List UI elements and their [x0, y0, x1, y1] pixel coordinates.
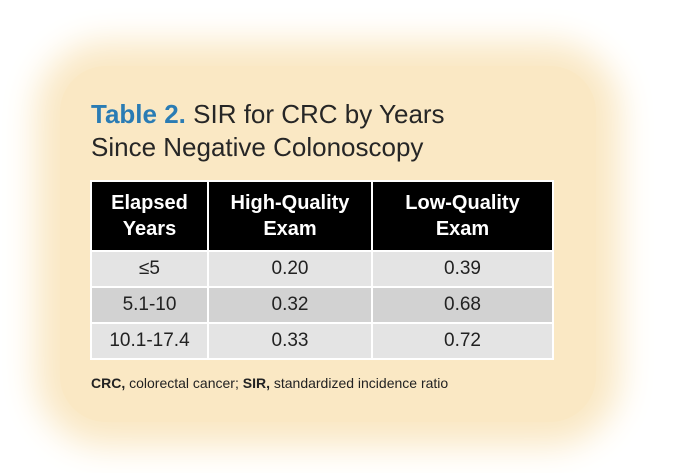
cell-years: 10.1-17.4 [90, 322, 209, 360]
table-row: ≤5 0.20 0.39 [90, 250, 554, 288]
table-row: 5.1-10 0.32 0.68 [90, 286, 554, 324]
header-line: Years [122, 218, 177, 240]
header-high-quality-exam: High-Quality Exam [207, 180, 373, 252]
cell-high-quality: 0.32 [207, 286, 373, 324]
header-low-quality-exam: Low-Quality Exam [371, 180, 554, 252]
table-number: Table 2. [91, 99, 186, 129]
cell-high-quality: 0.33 [207, 322, 373, 360]
cell-low-quality: 0.68 [371, 286, 554, 324]
title-line-2: Since Negative Colonoscopy [91, 132, 424, 162]
header-line: Exam [435, 218, 490, 240]
header-line: Elapsed [111, 192, 188, 214]
table-footnote: CRC, colorectal cancer; SIR, standardize… [91, 375, 448, 391]
table-title: Table 2. SIR for CRC by Years Since Nega… [91, 98, 551, 164]
header-line: Exam [263, 218, 317, 240]
header-line: High-Quality [230, 192, 350, 214]
sir-table: Elapsed Years High-Quality Exam Low-Qual… [90, 180, 554, 360]
header-elapsed-years: Elapsed Years [90, 180, 209, 252]
cell-low-quality: 0.72 [371, 322, 554, 360]
header-line: Low-Quality [405, 192, 520, 214]
footnote-def-crc: colorectal cancer; [129, 375, 239, 391]
header-row: Elapsed Years High-Quality Exam Low-Qual… [90, 180, 554, 252]
title-line-1: SIR for CRC by Years [193, 99, 445, 129]
footnote-abbr-sir: SIR, [242, 375, 270, 391]
table-row: 10.1-17.4 0.33 0.72 [90, 322, 554, 360]
cell-years: ≤5 [90, 250, 209, 288]
footnote-def-sir: standardized incidence ratio [273, 375, 449, 391]
footnote-abbr-crc: CRC, [91, 375, 126, 391]
cell-low-quality: 0.39 [371, 250, 554, 288]
cell-years: 5.1-10 [90, 286, 209, 324]
cell-high-quality: 0.20 [207, 250, 373, 288]
